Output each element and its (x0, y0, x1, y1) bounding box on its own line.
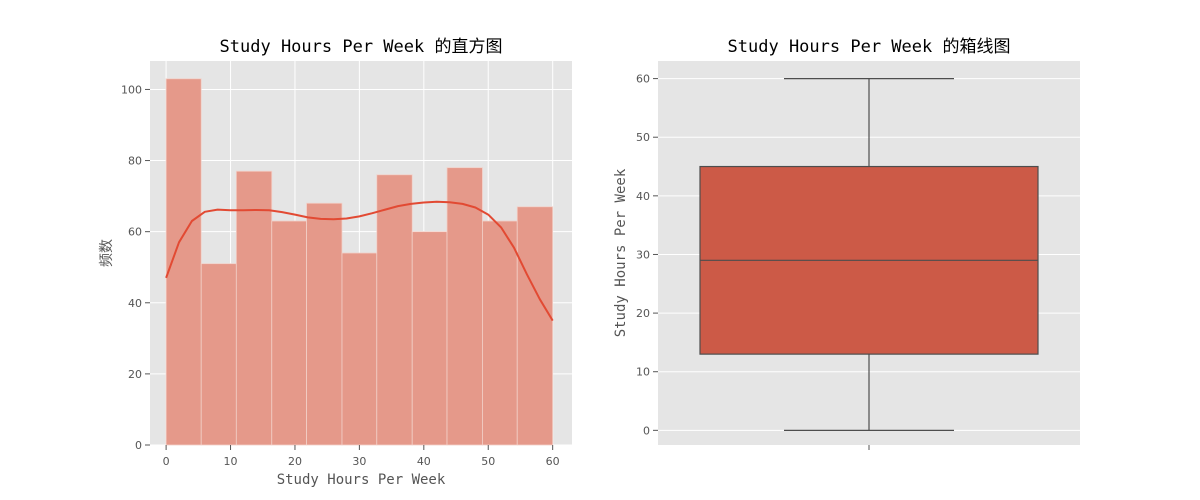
histogram-y-tick-label: 40 (128, 297, 142, 310)
boxplot-box-group (699, 77, 1039, 431)
boxplot-y-tick-label: 60 (636, 73, 650, 86)
histogram-y-tick-label: 60 (128, 226, 142, 239)
histogram-y-ticks: 0 20 40 60 80 100 (121, 83, 150, 452)
histogram-kde-line (165, 200, 554, 322)
histogram-x-tick-label: 0 (163, 455, 170, 468)
histogram-bar (446, 167, 483, 446)
histogram-y-tick-label: 0 (135, 439, 142, 452)
histogram-title: Study Hours Per Week 的直方图 (220, 37, 503, 57)
histogram-x-tick-label: 60 (546, 455, 560, 468)
histogram-x-tick-label: 40 (417, 455, 431, 468)
histogram-bar (341, 252, 378, 446)
boxplot-title: Study Hours Per Week 的箱线图 (728, 37, 1011, 57)
histogram-x-tick-label: 10 (224, 455, 238, 468)
boxplot-y-tick-label: 40 (636, 190, 650, 203)
histogram-bar (516, 206, 554, 446)
histogram-x-ticks: 0 10 20 30 40 50 60 (163, 445, 560, 468)
histogram-bar (482, 220, 518, 446)
histogram-y-tick-label: 20 (128, 368, 142, 381)
histogram-y-tick-label: 80 (128, 155, 142, 168)
boxplot-y-tick-label: 50 (636, 131, 650, 144)
histogram-bar (306, 202, 343, 446)
boxplot-y-tick-label: 10 (636, 366, 650, 379)
histogram-bars (165, 78, 554, 446)
boxplot-y-ticks: 0 10 20 30 40 50 60 (636, 73, 658, 437)
histogram-bar (376, 174, 413, 446)
histogram-y-tick-label: 100 (121, 83, 142, 96)
histogram-x-tick-label: 50 (481, 455, 495, 468)
histogram-bar (271, 220, 307, 446)
histogram-x-tick-label: 20 (288, 455, 302, 468)
boxplot-y-tick-label: 0 (643, 424, 650, 437)
histogram-bar (235, 170, 273, 446)
boxplot-y-label: Study Hours Per Week (613, 168, 629, 337)
histogram-x-label: Study Hours Per Week (277, 472, 446, 488)
histogram-bar (200, 263, 237, 446)
histogram-y-label: 频数 (99, 239, 115, 267)
boxplot-y-tick-label: 20 (636, 307, 650, 320)
boxplot-y-tick-label: 30 (636, 248, 650, 261)
histogram-x-tick-label: 30 (352, 455, 366, 468)
histogram-kde-curve (165, 200, 554, 322)
histogram-bar (411, 231, 448, 446)
histogram-chart: 0 10 20 30 40 50 60 0 20 40 60 80 100 Study Hours P… (99, 37, 572, 488)
